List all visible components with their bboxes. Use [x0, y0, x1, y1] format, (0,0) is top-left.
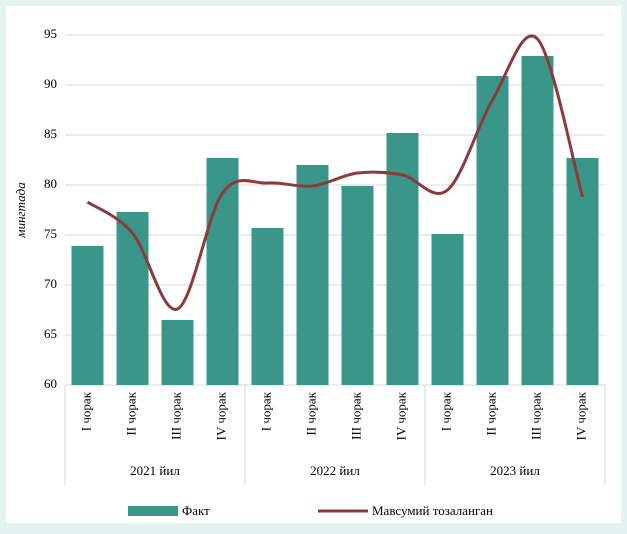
bar: [71, 246, 104, 385]
y-axis-label: мингтада: [13, 182, 28, 239]
bar: [251, 228, 284, 385]
bar: [476, 76, 509, 385]
y-tick-label: 95: [44, 26, 57, 41]
x-tick-label: IV чорак: [393, 391, 408, 440]
bar: [386, 133, 419, 385]
bar: [521, 56, 554, 385]
y-tick-label: 85: [44, 126, 57, 141]
legend-label: Факт: [182, 503, 210, 518]
group-label: 2021 йил: [130, 463, 180, 478]
x-tick-label: I чорак: [258, 391, 273, 431]
bar: [161, 320, 194, 385]
legend-swatch: [128, 506, 178, 516]
y-tick-label: 75: [44, 226, 57, 241]
y-tick-label: 60: [44, 376, 57, 391]
x-tick-label: II чорак: [123, 391, 138, 435]
x-tick-label: IV чорак: [573, 391, 588, 440]
y-tick-label: 70: [44, 276, 57, 291]
x-tick-label: II чорак: [303, 391, 318, 435]
x-tick-label: I чорак: [438, 391, 453, 431]
bar: [341, 186, 374, 385]
x-tick-label: III чорак: [168, 391, 183, 440]
line: [86, 34, 584, 311]
bar: [431, 234, 464, 385]
bar: [206, 158, 239, 385]
x-tick-label: IV чорак: [213, 391, 228, 440]
group-label: 2022 йил: [310, 463, 360, 478]
x-tick-label: III чорак: [528, 391, 543, 440]
x-tick-label: III чорак: [348, 391, 363, 440]
x-tick-label: I чорак: [78, 391, 93, 431]
x-tick-label: II чорак: [483, 391, 498, 435]
bar: [296, 165, 329, 385]
bar: [116, 212, 149, 385]
y-tick-label: 80: [44, 176, 57, 191]
y-tick-label: 65: [44, 326, 57, 341]
legend-label: Мавсумий тозаланган: [372, 503, 493, 518]
group-label: 2023 йил: [490, 463, 540, 478]
y-tick-label: 90: [44, 76, 57, 91]
